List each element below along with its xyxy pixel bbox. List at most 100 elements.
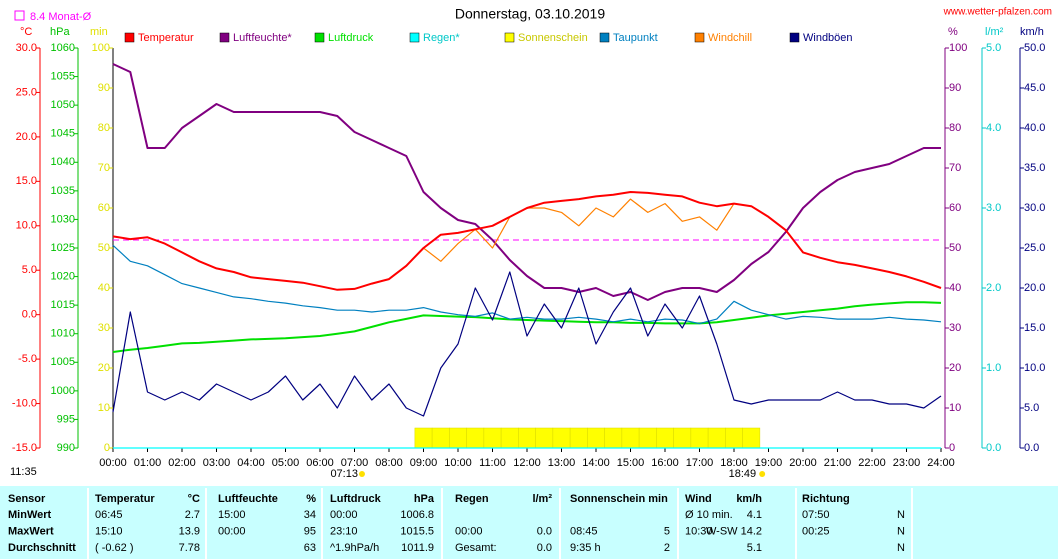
- axis-unit: km/h: [1020, 26, 1044, 38]
- sun-bar: [656, 427, 674, 449]
- y-tick-label: 40: [949, 282, 961, 294]
- table-bg: [0, 486, 1058, 559]
- table-cell: 63: [304, 542, 316, 554]
- y-tick-label: 1.0: [986, 362, 1001, 374]
- y-tick-label: 1010: [51, 328, 75, 340]
- sunset-label: 18:49: [729, 468, 757, 480]
- sun-bar: [414, 427, 433, 449]
- sun-bar: [621, 427, 640, 449]
- x-tick-label: 03:00: [203, 457, 231, 469]
- sun-bar: [725, 427, 743, 449]
- table-cell: 15:10: [95, 525, 123, 537]
- y-tick-label: 90: [949, 82, 961, 94]
- y-tick-label: 5.0: [1024, 402, 1039, 414]
- table-cell: 00:00: [455, 525, 483, 537]
- chart-title: Donnerstag, 03.10.2019: [455, 6, 605, 22]
- table-cell: MaxWert: [8, 525, 54, 537]
- sun-bar: [431, 427, 450, 449]
- series-line: [112, 244, 942, 325]
- table-header: Sonnenschein min: [570, 493, 668, 505]
- legend-label: Regen*: [423, 32, 460, 44]
- x-tick-label: 08:00: [375, 457, 403, 469]
- reference-label: 8.4 Monat-Ø: [30, 11, 92, 23]
- y-tick-label: 20: [98, 362, 110, 374]
- sun-bar: [707, 427, 726, 449]
- series-line: [112, 301, 942, 353]
- y-tick-label: 15.0: [16, 175, 37, 187]
- table-header: km/h: [736, 493, 762, 505]
- y-tick-label: 10.0: [16, 220, 37, 232]
- y-tick-label: 80: [98, 122, 110, 134]
- sun-bar: [518, 427, 536, 449]
- y-tick-label: 0.0: [1024, 442, 1039, 454]
- y-tick-label: 10: [949, 402, 961, 414]
- y-tick-label: 995: [57, 413, 75, 425]
- x-tick-label: 12:00: [513, 457, 541, 469]
- table-cell: 5: [664, 525, 670, 537]
- y-tick-label: 1045: [51, 128, 75, 140]
- table-cell: 10:30: [685, 525, 713, 537]
- legend-label: Sonnenschein: [518, 32, 588, 44]
- y-tick-label: 1025: [51, 242, 75, 254]
- legend-swatch: [504, 32, 515, 43]
- table-header: %: [306, 493, 316, 505]
- y-tick-label: -10.0: [12, 397, 37, 409]
- sun-bar: [483, 427, 502, 449]
- table-header: hPa: [414, 493, 435, 505]
- y-tick-label: 30: [98, 322, 110, 334]
- axis-unit: hPa: [50, 26, 70, 38]
- y-tick-label: 990: [57, 442, 75, 454]
- sun-bar: [587, 427, 605, 449]
- table-cell: 08:45: [570, 525, 598, 537]
- y-tick-label: 10: [98, 402, 110, 414]
- legend-swatch: [599, 32, 610, 43]
- reference-key: [14, 10, 25, 21]
- y-tick-label: 40: [98, 282, 110, 294]
- table-cell: W-SW 14.2: [706, 525, 762, 537]
- y-tick-label: 3.0: [986, 202, 1001, 214]
- y-tick-label: 1050: [51, 99, 75, 111]
- x-tick-label: 24:00: [927, 457, 955, 469]
- axis-unit: °C: [20, 26, 32, 38]
- x-tick-label: 19:00: [755, 457, 783, 469]
- table-header: Richtung: [802, 493, 850, 505]
- table-cell: 7.78: [179, 542, 200, 554]
- table-cell: N: [897, 509, 905, 521]
- y-tick-label: 5.0: [22, 264, 37, 276]
- table-cell: 00:25: [802, 525, 830, 537]
- table-cell: 15:00: [218, 509, 246, 521]
- x-tick-label: 14:00: [582, 457, 610, 469]
- x-tick-label: 18:00: [720, 457, 748, 469]
- legend-label: Luftdruck: [328, 32, 374, 44]
- x-tick-label: 22:00: [858, 457, 886, 469]
- table-cell: 06:45: [95, 509, 123, 521]
- table-header: Temperatur: [95, 493, 155, 505]
- table-cell: 00:00: [330, 509, 358, 521]
- y-tick-label: 50.0: [1024, 42, 1045, 54]
- sun-bar: [552, 427, 571, 449]
- x-tick-label: 06:00: [306, 457, 334, 469]
- sun-bar: [638, 427, 657, 449]
- y-tick-label: 1005: [51, 356, 75, 368]
- table-cell: 9:35 h: [570, 542, 601, 554]
- y-tick-label: 0: [104, 442, 110, 454]
- table-cell: 1006.8: [400, 509, 434, 521]
- x-tick-label: 21:00: [824, 457, 852, 469]
- y-tick-label: 70: [949, 162, 961, 174]
- x-tick-label: 13:00: [548, 457, 576, 469]
- y-tick-label: 1030: [51, 213, 75, 225]
- y-tick-label: 30.0: [16, 42, 37, 54]
- table-cell: 13.9: [179, 525, 200, 537]
- legend-swatch: [409, 32, 420, 43]
- table-cell: N: [897, 542, 905, 554]
- table-cell: ^1.9hPa/h: [330, 542, 379, 554]
- y-tick-label: -15.0: [12, 442, 37, 454]
- series-line: [112, 63, 941, 301]
- table-cell: 2.7: [185, 509, 200, 521]
- x-tick-label: 09:00: [410, 457, 438, 469]
- y-tick-label: 20.0: [16, 131, 37, 143]
- table-cell: 2: [664, 542, 670, 554]
- y-tick-label: 25.0: [1024, 242, 1045, 254]
- table-header: Regen: [455, 493, 489, 505]
